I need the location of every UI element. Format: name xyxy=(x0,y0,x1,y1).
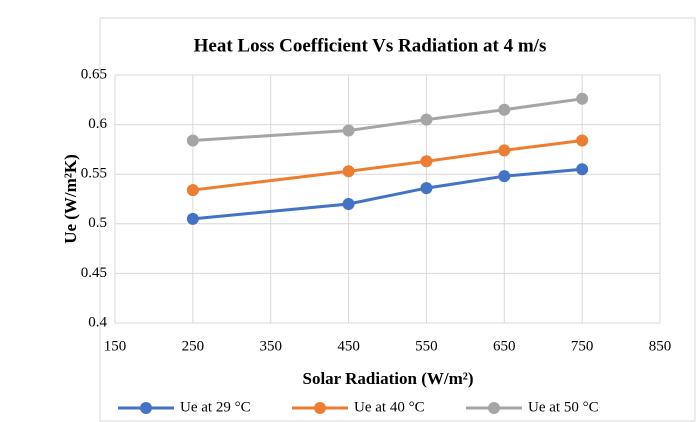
x-tick-label: 750 xyxy=(571,338,594,354)
data-point xyxy=(186,184,199,197)
series-line xyxy=(192,97,583,142)
legend-label: Ue at 40 °C xyxy=(354,399,425,415)
legend-marker xyxy=(488,402,500,414)
legend-marker xyxy=(314,402,326,414)
data-point xyxy=(576,134,589,147)
data-point xyxy=(342,197,355,210)
x-tick-label: 150 xyxy=(104,338,127,354)
y-tick-label: 0.65 xyxy=(81,66,107,82)
legend-marker xyxy=(140,402,152,414)
chart-title: Heat Loss Coefficient Vs Radiation at 4 … xyxy=(194,35,547,56)
legend-label: Ue at 50 °C xyxy=(528,399,599,415)
x-tick-label: 350 xyxy=(259,338,282,354)
x-axis-label: Solar Radiation (W/m²) xyxy=(302,369,473,388)
y-tick-label: 0.5 xyxy=(88,215,107,231)
data-point xyxy=(576,163,589,176)
data-point xyxy=(498,144,511,157)
data-point xyxy=(186,212,199,225)
y-tick-label: 0.6 xyxy=(88,116,107,132)
data-point xyxy=(342,124,355,137)
data-point xyxy=(186,134,199,147)
data-point xyxy=(498,103,511,116)
data-point xyxy=(420,182,433,195)
series-line xyxy=(192,167,583,221)
series-line xyxy=(192,138,583,192)
y-tick-label: 0.4 xyxy=(88,314,107,330)
x-tick-label: 850 xyxy=(649,338,672,354)
data-point xyxy=(498,170,511,183)
y-tick-label: 0.45 xyxy=(81,265,107,281)
y-axis-label: Ue (W/m²K) xyxy=(61,154,80,244)
x-tick-label: 250 xyxy=(182,338,205,354)
x-tick-label: 650 xyxy=(493,338,516,354)
y-tick-label: 0.55 xyxy=(81,166,107,182)
legend-label: Ue at 29 °C xyxy=(180,399,251,415)
data-point xyxy=(420,113,433,126)
data-point xyxy=(420,155,433,168)
x-tick-label: 450 xyxy=(337,338,360,354)
data-point xyxy=(576,92,589,105)
data-point xyxy=(342,165,355,178)
chart-frame xyxy=(99,17,696,422)
x-tick-label: 550 xyxy=(415,338,438,354)
